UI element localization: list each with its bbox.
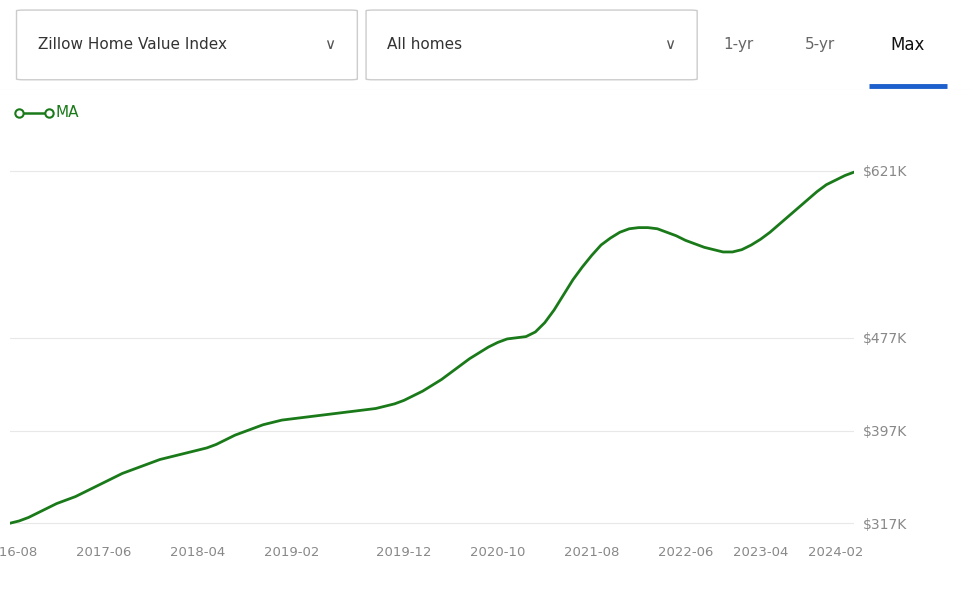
Text: ∨: ∨ [664,38,675,52]
FancyBboxPatch shape [17,10,357,80]
Text: Max: Max [890,36,925,54]
Text: MA: MA [55,105,79,120]
Text: 5-yr: 5-yr [805,38,836,52]
Text: All homes: All homes [387,38,462,52]
FancyBboxPatch shape [366,10,697,80]
Text: ∨: ∨ [324,38,335,52]
Text: 1-yr: 1-yr [722,38,753,52]
Text: Zillow Home Value Index: Zillow Home Value Index [38,38,227,52]
